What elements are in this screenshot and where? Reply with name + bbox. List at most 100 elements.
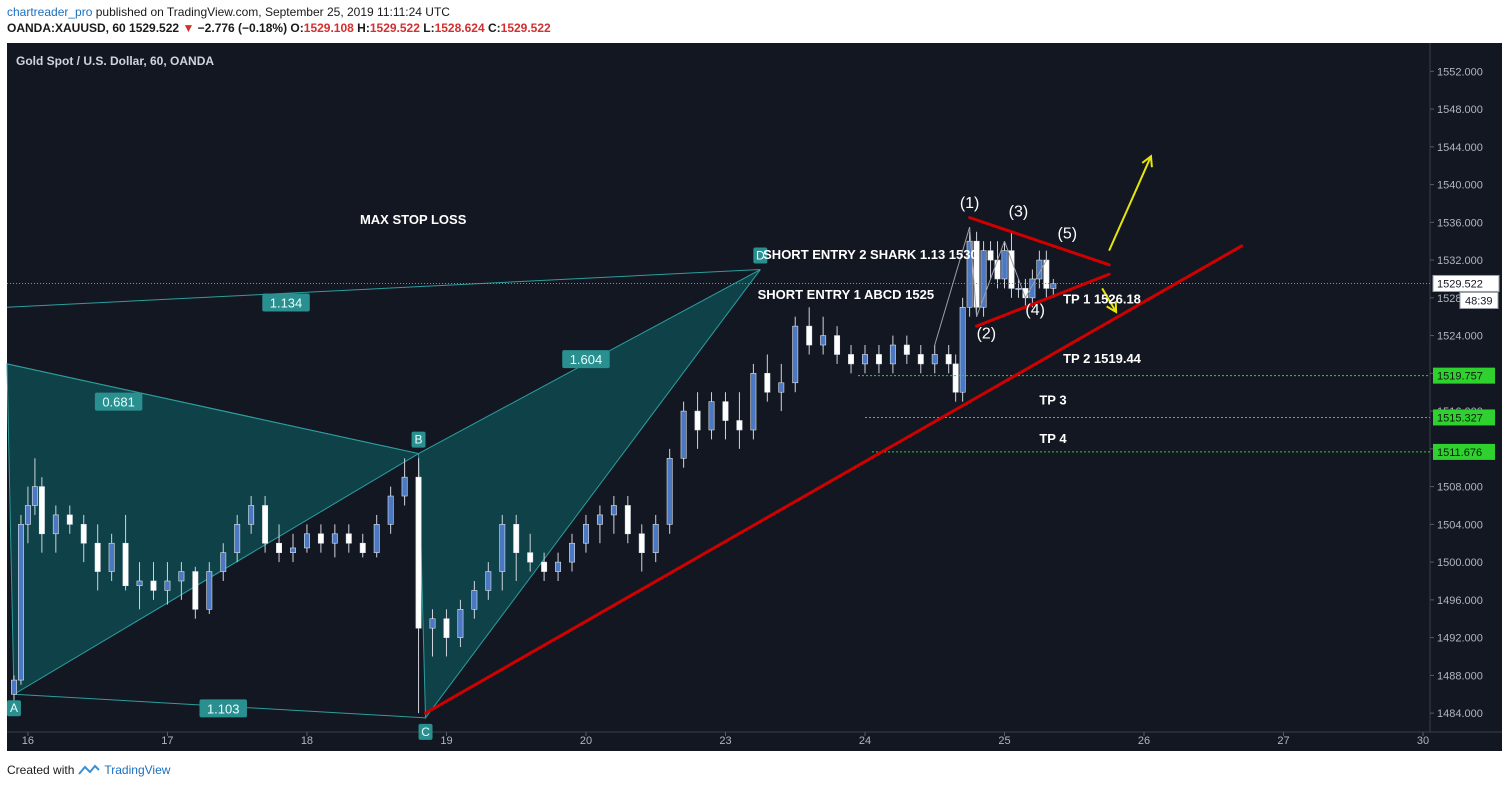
candle xyxy=(415,458,422,714)
candle xyxy=(387,486,394,534)
candle-body xyxy=(848,354,854,365)
candle xyxy=(429,609,436,657)
last-price: 1529.522 xyxy=(129,21,180,35)
pattern-ratio-badge xyxy=(562,350,610,369)
tp-price-tag-label: 1519.757 xyxy=(1437,371,1483,383)
candle xyxy=(722,392,729,440)
annotation-text: TP 3 xyxy=(1039,392,1066,407)
candle-body xyxy=(778,382,785,393)
candle-body xyxy=(1008,250,1015,289)
candle-body xyxy=(980,250,987,308)
candle xyxy=(708,392,715,440)
arrow-up-head xyxy=(1141,154,1153,168)
candle xyxy=(862,345,868,374)
y-tick-label: 1532.000 xyxy=(1437,255,1483,267)
candle xyxy=(373,514,380,558)
candle-body xyxy=(708,401,715,431)
x-tick-label: 30 xyxy=(1417,735,1429,747)
candle-body xyxy=(764,373,771,393)
candle xyxy=(513,514,520,581)
wave-label: (2) xyxy=(977,325,997,342)
pattern-point-a: A xyxy=(6,700,21,717)
current-price-tag-bg xyxy=(1432,274,1500,292)
candle xyxy=(150,562,157,600)
candle-body xyxy=(485,571,492,591)
candle xyxy=(792,316,799,393)
y-tick-label: 1524.000 xyxy=(1437,331,1483,343)
x-tick-label: 19 xyxy=(440,735,452,747)
pattern-ratio-label: 1.604 xyxy=(570,352,603,367)
candle-body xyxy=(290,547,296,553)
candle-body xyxy=(1015,288,1022,290)
tp-price-tag: 1515.327 xyxy=(1433,409,1495,426)
candle xyxy=(694,392,701,449)
candle xyxy=(820,316,827,355)
pattern-ratio: 1.604 xyxy=(562,350,610,369)
pattern-ratio-label: 1.103 xyxy=(207,701,240,716)
tradingview-link[interactable]: TradingView xyxy=(104,763,171,777)
candle xyxy=(903,335,910,364)
candle-body xyxy=(638,533,645,553)
candle xyxy=(206,562,213,615)
current-price-tag: 1529.522 48:39 xyxy=(1432,274,1500,309)
candle xyxy=(331,524,338,558)
candle xyxy=(666,448,673,534)
candle-body xyxy=(429,618,436,629)
y-tick-label: 1496.000 xyxy=(1437,595,1483,607)
candle-body xyxy=(401,476,408,497)
candle-body xyxy=(415,476,422,629)
low-value: 1528.624 xyxy=(434,21,485,35)
candle xyxy=(485,562,492,600)
candle xyxy=(973,231,980,317)
wave-line xyxy=(969,227,978,317)
candle xyxy=(931,345,938,374)
candle-body xyxy=(52,514,59,535)
candle xyxy=(345,524,352,553)
candle-body xyxy=(903,344,910,355)
footer: Created with TradingView xyxy=(7,763,170,777)
x-tick-label: 26 xyxy=(1138,735,1150,747)
candle-body xyxy=(966,240,973,308)
y-tick-label: 1484.000 xyxy=(1437,708,1483,720)
arrow-down-head xyxy=(1106,300,1118,314)
pattern-point-badge xyxy=(6,700,21,717)
candle-body xyxy=(1050,283,1057,289)
pattern-ratio-badge xyxy=(262,293,310,312)
candle xyxy=(443,609,450,657)
pattern-ratio-link xyxy=(6,269,761,308)
candle xyxy=(555,552,562,581)
pattern-point-label: B xyxy=(415,433,423,447)
pattern-point-c: C xyxy=(418,723,433,740)
candle xyxy=(192,566,199,619)
trendline-triangle-bottom xyxy=(975,272,1111,328)
candle-body xyxy=(610,505,617,516)
annotation-text: MAX STOP LOSS xyxy=(360,212,467,227)
countdown-tag-bg xyxy=(1459,291,1499,309)
trendline-support xyxy=(424,244,1244,715)
candle xyxy=(178,562,185,600)
pattern-ratio: 1.134 xyxy=(262,293,310,312)
x-tick-label: 27 xyxy=(1277,735,1289,747)
candle xyxy=(122,514,129,591)
candle xyxy=(1001,241,1008,289)
y-tick-label: 1504.000 xyxy=(1437,519,1483,531)
candle-body xyxy=(666,457,673,525)
candle xyxy=(80,514,87,563)
tp-price-tag-label: 1515.327 xyxy=(1437,412,1483,424)
candle xyxy=(624,496,631,544)
candle-body xyxy=(583,524,589,544)
candle xyxy=(952,354,959,402)
candle-body xyxy=(373,524,380,553)
candle xyxy=(31,458,38,515)
published-text: published on TradingView.com, September … xyxy=(95,5,450,19)
candle-body xyxy=(973,240,980,308)
candle xyxy=(987,241,994,279)
tp-price-tag-bg xyxy=(1433,409,1495,426)
publisher-link[interactable]: chartreader_pro xyxy=(7,5,93,19)
candle-body xyxy=(443,618,450,638)
candle-body xyxy=(527,552,534,563)
candle xyxy=(834,326,841,364)
countdown-label: 48:39 xyxy=(1465,295,1493,307)
close-value: 1529.522 xyxy=(500,21,551,35)
